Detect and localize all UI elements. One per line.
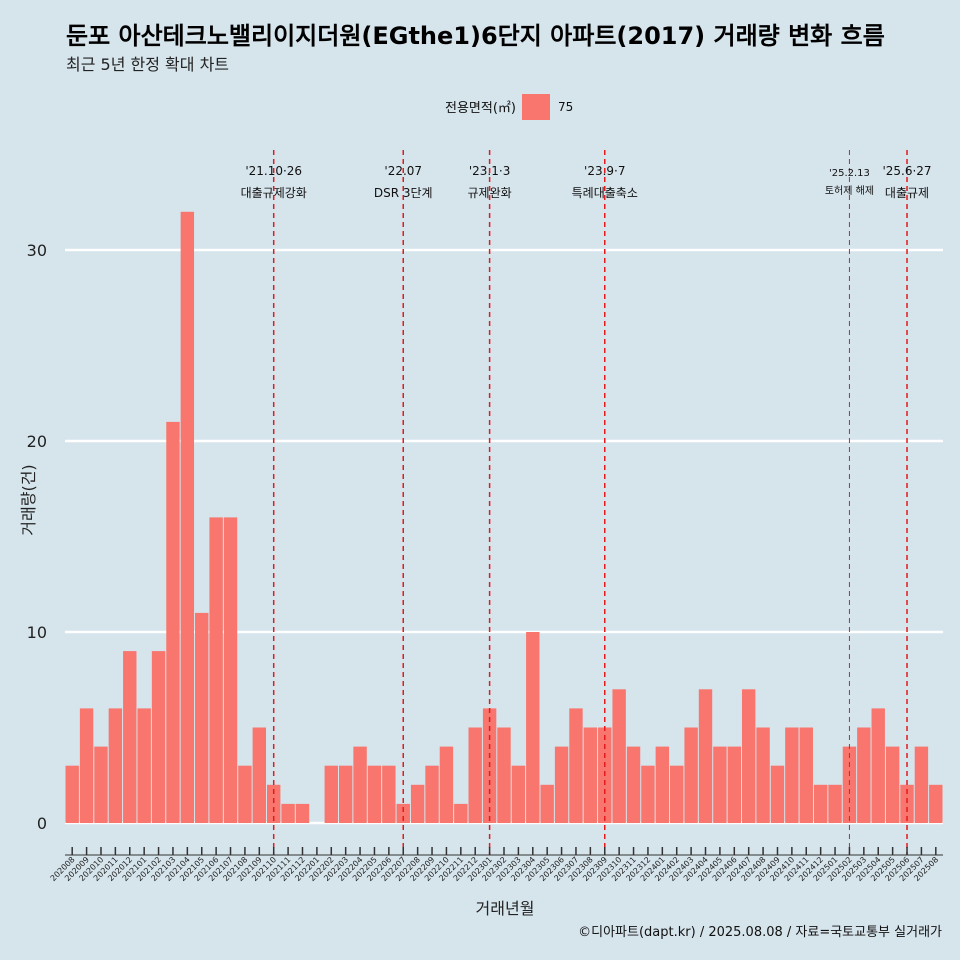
bar-202507 — [914, 746, 929, 823]
bar-202107 — [223, 517, 238, 823]
bar-202205 — [367, 765, 382, 823]
bar-202409 — [770, 765, 785, 823]
y-tick-label: 10 — [27, 623, 47, 642]
bar-202010 — [94, 746, 108, 823]
bars — [65, 211, 943, 824]
bar-202211 — [454, 803, 468, 823]
bar-202403 — [684, 727, 698, 823]
chart-title: 둔포 아산테크노밸리이지더원(EGthe1)6단지 아파트(2017) 거래량 … — [66, 22, 885, 50]
event-label: DSR 3단계 — [374, 186, 433, 200]
bar-202504 — [871, 708, 885, 823]
bar-202210 — [439, 746, 454, 823]
bar-202501 — [828, 784, 842, 823]
bar-202307 — [569, 708, 583, 823]
event-label: 대출규제 — [885, 186, 929, 200]
event-date: '25.6·27 — [882, 164, 931, 178]
bar-202111 — [281, 803, 295, 823]
bar-202302 — [497, 727, 511, 823]
bar-202305 — [540, 784, 554, 823]
y-tick-label: 30 — [27, 241, 47, 260]
event-date: '21.10·26 — [245, 164, 302, 178]
bar-202204 — [353, 746, 367, 823]
bar-202505 — [885, 746, 900, 823]
event-date: '23.9·7 — [584, 164, 625, 178]
y-tick-label: 20 — [27, 432, 47, 451]
bar-202408 — [756, 727, 770, 823]
bar-202203 — [338, 765, 353, 823]
bar-202009 — [79, 708, 94, 823]
bar-202312 — [641, 765, 655, 823]
event-lines: '21.10·26 대출규제강화 '22.07 DSR 3단계 '23.1·3 규제완화 '… — [241, 150, 932, 855]
bar-202411 — [799, 727, 813, 823]
x-axis-title: 거래년월 — [476, 899, 535, 918]
bar-202209 — [425, 765, 439, 823]
bar-202110 — [267, 784, 281, 823]
event-date: '23.1·3 — [469, 164, 510, 178]
event-date: '25.2.13 — [829, 168, 870, 179]
bar-202109 — [252, 727, 267, 823]
bar-202208 — [410, 784, 425, 823]
bar-202212 — [468, 727, 482, 823]
bar-202202 — [324, 765, 338, 823]
chart-subtitle: 최근 5년 한정 확대 차트 — [66, 55, 229, 74]
bar-202303 — [511, 765, 526, 823]
y-axis: 0 10 20 30 — [27, 241, 47, 833]
bar-202206 — [382, 765, 396, 823]
bar-202310 — [612, 689, 626, 823]
bar-202406 — [727, 746, 741, 823]
bar-202101 — [137, 708, 151, 823]
bar-202011 — [108, 708, 123, 823]
caption: ©디아파트(dapt.kr) / 2025.08.08 / 자료=국토교통부 실… — [578, 925, 942, 940]
y-axis-title: 거래량(건) — [19, 464, 38, 535]
event-date: '22.07 — [384, 164, 422, 178]
bar-202311 — [626, 746, 641, 823]
bar-202108 — [238, 765, 252, 823]
bar-202506 — [900, 784, 914, 823]
event-label: 규제완화 — [468, 186, 512, 200]
bar-202102 — [151, 651, 166, 823]
bar-202308 — [583, 727, 598, 823]
bar-202306 — [554, 746, 569, 823]
x-axis: 2020082020092020102020112020122021012021… — [49, 847, 943, 883]
legend-swatch — [522, 94, 550, 120]
bar-202503 — [857, 727, 871, 823]
bar-202103 — [166, 421, 180, 823]
bar-202508 — [929, 784, 943, 823]
event-label: 대출규제강화 — [241, 186, 307, 200]
bar-202012 — [123, 651, 137, 823]
bar-202405 — [713, 746, 727, 823]
bar-202402 — [670, 765, 684, 823]
bar-202407 — [741, 689, 756, 823]
bar-202412 — [813, 784, 828, 823]
bar-202008 — [65, 765, 79, 823]
bar-202207 — [396, 803, 410, 823]
bar-202410 — [785, 727, 799, 823]
y-tick-label: 0 — [37, 814, 47, 833]
legend: 전용면적(㎡) 75 — [445, 94, 573, 120]
bar-202104 — [180, 211, 195, 824]
event-label: 특례대출축소 — [572, 186, 638, 200]
bar-202112 — [295, 803, 310, 823]
bar-202304 — [526, 632, 540, 823]
legend-title: 전용면적(㎡) — [445, 101, 516, 116]
event-label: 토허제 해제 — [825, 184, 874, 197]
bar-202401 — [655, 746, 670, 823]
bar-202404 — [698, 689, 713, 823]
bar-202105 — [195, 612, 209, 823]
bar-202106 — [209, 517, 223, 823]
legend-label: 75 — [558, 100, 573, 114]
